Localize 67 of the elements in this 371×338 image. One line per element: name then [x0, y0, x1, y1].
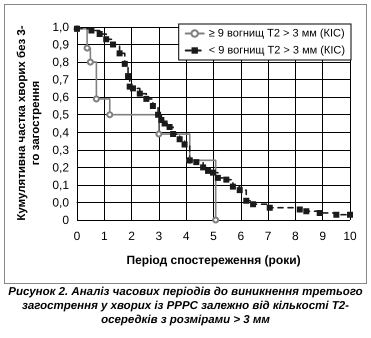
y-tick-label: 0,3	[52, 142, 70, 157]
point	[143, 96, 150, 102]
x-tick-label: 1	[100, 229, 108, 243]
point	[193, 159, 200, 166]
x-tick-label: 10	[343, 229, 357, 243]
point	[200, 164, 206, 170]
text: Рисунок 2. Аналіз часових періодів до виникнення третього загострення у хворих із PPPC залежно від кількості Т2-осередків з розмірами > 3 мм	[7, 285, 364, 327]
point	[86, 58, 94, 66]
point	[223, 176, 230, 183]
x-tick-label: 0	[74, 229, 81, 243]
point	[250, 201, 256, 208]
y-tick-label: 0,4	[52, 125, 70, 140]
point	[106, 111, 114, 118]
point	[166, 124, 173, 130]
point	[316, 210, 323, 216]
x-tick-label: 9	[319, 229, 326, 243]
point	[266, 204, 273, 211]
y-axis-title: Кумулятивна частка хворих без 3-го загострення	[15, 24, 43, 223]
point	[88, 28, 94, 34]
y-tick-label: 0,6	[52, 90, 70, 104]
y-tick-label: 0,8	[52, 55, 70, 70]
x-axis-title: Період спостереження (роки)	[126, 253, 301, 267]
x-tick-label: 2	[128, 229, 136, 243]
point	[230, 184, 236, 190]
y-tick-label: 0,1	[52, 178, 70, 192]
point	[155, 112, 162, 118]
x-tick-label: 8	[292, 229, 300, 243]
x-tick-label: 3	[156, 229, 163, 243]
y-tick-label: 0,0	[52, 195, 70, 210]
point	[303, 208, 310, 214]
point	[243, 198, 250, 204]
point	[92, 95, 100, 102]
y-tick-label: 0,2	[52, 160, 70, 174]
y-tick-label: 1,0	[52, 20, 70, 34]
point	[333, 212, 340, 218]
point	[296, 206, 303, 212]
point	[170, 131, 176, 138]
y-tick-label: 0	[62, 213, 70, 227]
point	[110, 42, 116, 48]
legend-label: ≥ 9 вогнищ Т2 > 3 мм (КІС)	[208, 28, 345, 40]
point	[150, 102, 156, 109]
point	[347, 212, 353, 218]
point	[236, 187, 243, 194]
point	[122, 60, 128, 67]
point	[130, 85, 136, 92]
x-tick-label: 6	[237, 229, 244, 243]
point	[212, 216, 220, 224]
x-tick-label: 5	[210, 229, 218, 243]
y-tick-label: 0,7	[52, 72, 70, 87]
point	[155, 130, 162, 138]
legend-label: < 9 вогнищ Т2 > 3 мм (КІС)	[208, 44, 346, 56]
point	[116, 50, 123, 56]
x-tick-label: 4	[182, 229, 190, 243]
point	[162, 120, 168, 126]
point	[103, 36, 110, 42]
x-tick-label: 7	[264, 229, 272, 243]
y-tick-label: 0,9	[52, 38, 70, 52]
point	[176, 136, 183, 142]
y-tick-label: 0,5	[52, 108, 70, 122]
point	[205, 168, 212, 174]
point	[96, 31, 103, 38]
point	[210, 170, 216, 176]
point	[214, 174, 221, 181]
point	[84, 44, 91, 52]
point	[182, 142, 188, 148]
point	[136, 90, 143, 97]
point	[125, 73, 132, 80]
